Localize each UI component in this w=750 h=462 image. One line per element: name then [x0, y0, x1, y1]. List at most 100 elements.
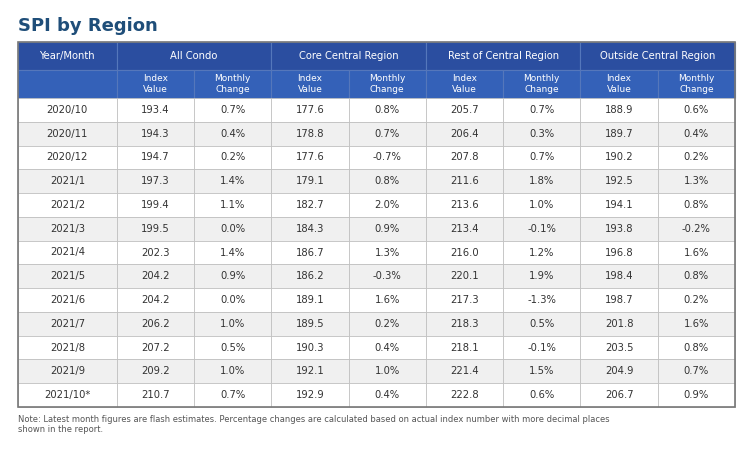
Text: -0.1%: -0.1% — [527, 343, 556, 353]
Bar — [658, 70, 735, 98]
Text: Index
Value: Index Value — [298, 74, 322, 94]
Bar — [194, 169, 272, 193]
Text: -0.7%: -0.7% — [373, 152, 402, 163]
Bar — [658, 98, 735, 122]
Text: 186.7: 186.7 — [296, 248, 324, 257]
Bar — [426, 312, 503, 336]
Bar — [580, 217, 658, 241]
Bar — [349, 264, 426, 288]
Bar — [117, 169, 194, 193]
Text: 1.3%: 1.3% — [684, 176, 709, 186]
Text: Rest of Central Region: Rest of Central Region — [448, 51, 559, 61]
Bar — [349, 122, 426, 146]
Text: 1.2%: 1.2% — [529, 248, 554, 257]
Bar — [117, 70, 194, 98]
Text: 2020/10: 2020/10 — [46, 105, 88, 115]
Text: 194.3: 194.3 — [141, 128, 170, 139]
Text: 2021/7: 2021/7 — [50, 319, 85, 329]
Text: 1.1%: 1.1% — [220, 200, 245, 210]
Text: 2020/12: 2020/12 — [46, 152, 88, 163]
Text: 188.9: 188.9 — [604, 105, 633, 115]
Bar — [503, 312, 580, 336]
Bar — [272, 383, 349, 407]
Text: Monthly
Change: Monthly Change — [678, 74, 715, 94]
Text: 0.8%: 0.8% — [684, 271, 709, 281]
Bar — [272, 241, 349, 264]
Bar — [194, 288, 272, 312]
Bar — [426, 122, 503, 146]
Text: 197.3: 197.3 — [141, 176, 170, 186]
Bar — [426, 193, 503, 217]
Text: 213.6: 213.6 — [450, 200, 478, 210]
Bar — [194, 70, 272, 98]
Text: Note: Latest month figures are flash estimates. Percentage changes are calculate: Note: Latest month figures are flash est… — [18, 415, 610, 434]
Text: Year/Month: Year/Month — [40, 51, 95, 61]
Bar — [503, 70, 580, 98]
Text: 1.6%: 1.6% — [684, 319, 709, 329]
Text: 211.6: 211.6 — [450, 176, 479, 186]
Bar — [18, 146, 117, 169]
Bar — [503, 169, 580, 193]
Bar — [349, 98, 426, 122]
Bar — [18, 98, 117, 122]
Text: 2021/2: 2021/2 — [50, 200, 85, 210]
Bar — [117, 146, 194, 169]
Text: All Condo: All Condo — [170, 51, 217, 61]
Text: 0.7%: 0.7% — [530, 105, 554, 115]
Bar — [272, 264, 349, 288]
Text: 177.6: 177.6 — [296, 105, 324, 115]
Bar — [272, 169, 349, 193]
Bar — [117, 383, 194, 407]
Bar — [272, 42, 426, 70]
Text: Outside Central Region: Outside Central Region — [600, 51, 716, 61]
Bar — [18, 42, 735, 407]
Text: 0.4%: 0.4% — [684, 128, 709, 139]
Bar — [18, 70, 117, 98]
Text: 198.4: 198.4 — [604, 271, 633, 281]
Bar — [18, 312, 117, 336]
Text: 179.1: 179.1 — [296, 176, 324, 186]
Text: 194.7: 194.7 — [141, 152, 170, 163]
Text: 1.0%: 1.0% — [220, 366, 245, 377]
Bar — [503, 359, 580, 383]
Bar — [426, 146, 503, 169]
Text: 218.3: 218.3 — [450, 319, 478, 329]
Bar — [272, 122, 349, 146]
Bar — [426, 264, 503, 288]
Text: 0.4%: 0.4% — [375, 343, 400, 353]
Text: 216.0: 216.0 — [450, 248, 478, 257]
Text: 210.7: 210.7 — [141, 390, 170, 400]
Bar — [658, 336, 735, 359]
Text: 2021/6: 2021/6 — [50, 295, 85, 305]
Text: 196.8: 196.8 — [604, 248, 634, 257]
Bar — [426, 169, 503, 193]
Text: Index
Value: Index Value — [607, 74, 631, 94]
Text: 0.3%: 0.3% — [530, 128, 554, 139]
Bar — [658, 193, 735, 217]
Text: 0.0%: 0.0% — [220, 224, 245, 234]
Bar — [194, 383, 272, 407]
Bar — [580, 383, 658, 407]
Text: Monthly
Change: Monthly Change — [524, 74, 560, 94]
Bar — [580, 288, 658, 312]
Bar — [117, 122, 194, 146]
Bar — [426, 288, 503, 312]
Text: 199.5: 199.5 — [141, 224, 170, 234]
Bar — [18, 383, 117, 407]
Text: 2020/11: 2020/11 — [46, 128, 88, 139]
Text: 1.0%: 1.0% — [374, 366, 400, 377]
Text: 0.2%: 0.2% — [374, 319, 400, 329]
Bar — [426, 217, 503, 241]
Bar — [349, 217, 426, 241]
Bar — [503, 146, 580, 169]
Bar — [580, 169, 658, 193]
Text: 0.6%: 0.6% — [684, 105, 709, 115]
Text: -1.3%: -1.3% — [527, 295, 556, 305]
Text: 1.0%: 1.0% — [220, 319, 245, 329]
Text: 192.5: 192.5 — [604, 176, 634, 186]
Bar — [503, 288, 580, 312]
Text: 192.9: 192.9 — [296, 390, 324, 400]
Text: 0.4%: 0.4% — [375, 390, 400, 400]
Text: 207.2: 207.2 — [141, 343, 170, 353]
Text: -0.1%: -0.1% — [527, 224, 556, 234]
